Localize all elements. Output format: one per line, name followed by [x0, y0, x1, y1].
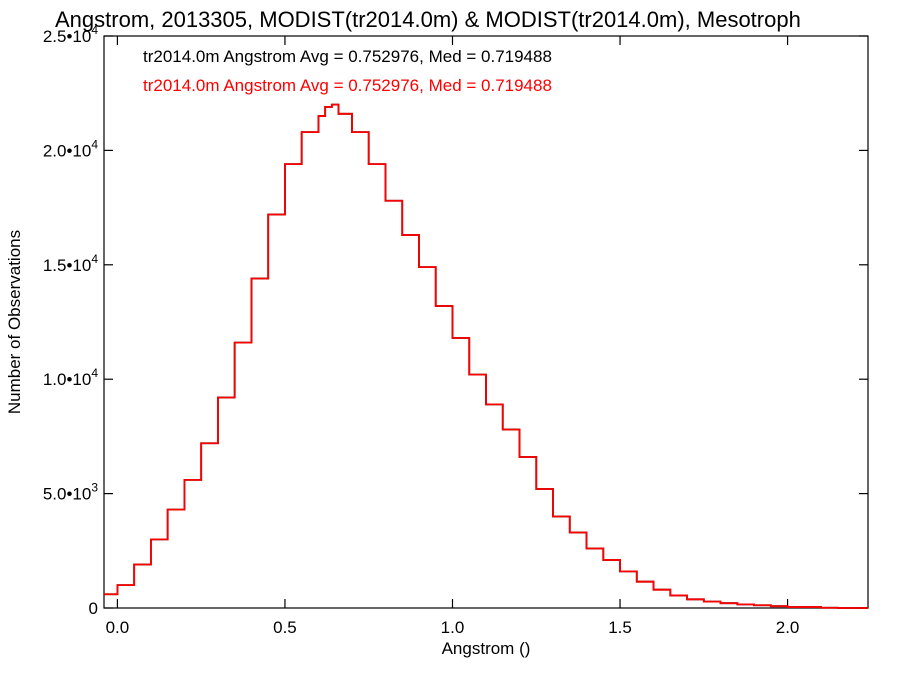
x-axis-label: Angstrom ()	[442, 639, 531, 658]
annotations: tr2014.0m Angstrom Avg = 0.752976, Med =…	[143, 47, 552, 95]
y-tick-label: 2.5•104	[43, 23, 99, 46]
plot-frame	[103, 35, 869, 609]
series-line	[104, 103, 868, 609]
y-tick-exponent: 4	[91, 252, 98, 266]
y-tick-mantissa: 5.0•10	[43, 485, 92, 504]
series-line	[104, 103, 868, 609]
y-tick-exponent: 4	[91, 366, 98, 380]
y-tick-mantissa: 0	[89, 599, 98, 618]
chart-title: Angstrom, 2013305, MODIST(tr2014.0m) & M…	[55, 7, 801, 32]
x-tick-label: 1.0	[441, 618, 465, 637]
x-axis: 0.0 0.5 1.0 1.5 2.0	[106, 36, 800, 637]
x-tick-label: 0.0	[106, 618, 130, 637]
y-tick-label: 1.0•104	[43, 366, 99, 389]
stats-annotation: tr2014.0m Angstrom Avg = 0.752976, Med =…	[143, 76, 552, 95]
series-layer	[104, 103, 868, 609]
y-tick-label: 1.5•104	[43, 252, 99, 275]
stats-annotation: tr2014.0m Angstrom Avg = 0.752976, Med =…	[143, 47, 552, 66]
y-tick-label: 5.0•103	[43, 481, 99, 504]
x-tick-label: 1.5	[608, 618, 632, 637]
y-tick-label: 2.0•104	[43, 137, 99, 160]
y-tick-label: 0	[89, 599, 98, 618]
y-tick-exponent: 4	[91, 137, 98, 151]
y-tick-mantissa: 1.5•10	[43, 256, 92, 275]
y-tick-mantissa: 2.0•10	[43, 141, 92, 160]
x-tick-label: 2.0	[776, 618, 800, 637]
x-tick-label: 0.5	[273, 618, 297, 637]
y-tick-exponent: 4	[91, 23, 98, 37]
y-axis-label: Number of Observations	[5, 230, 24, 414]
y-tick-exponent: 3	[91, 481, 98, 495]
y-tick-mantissa: 2.5•10	[43, 27, 92, 46]
y-tick-mantissa: 1.0•10	[43, 370, 92, 389]
